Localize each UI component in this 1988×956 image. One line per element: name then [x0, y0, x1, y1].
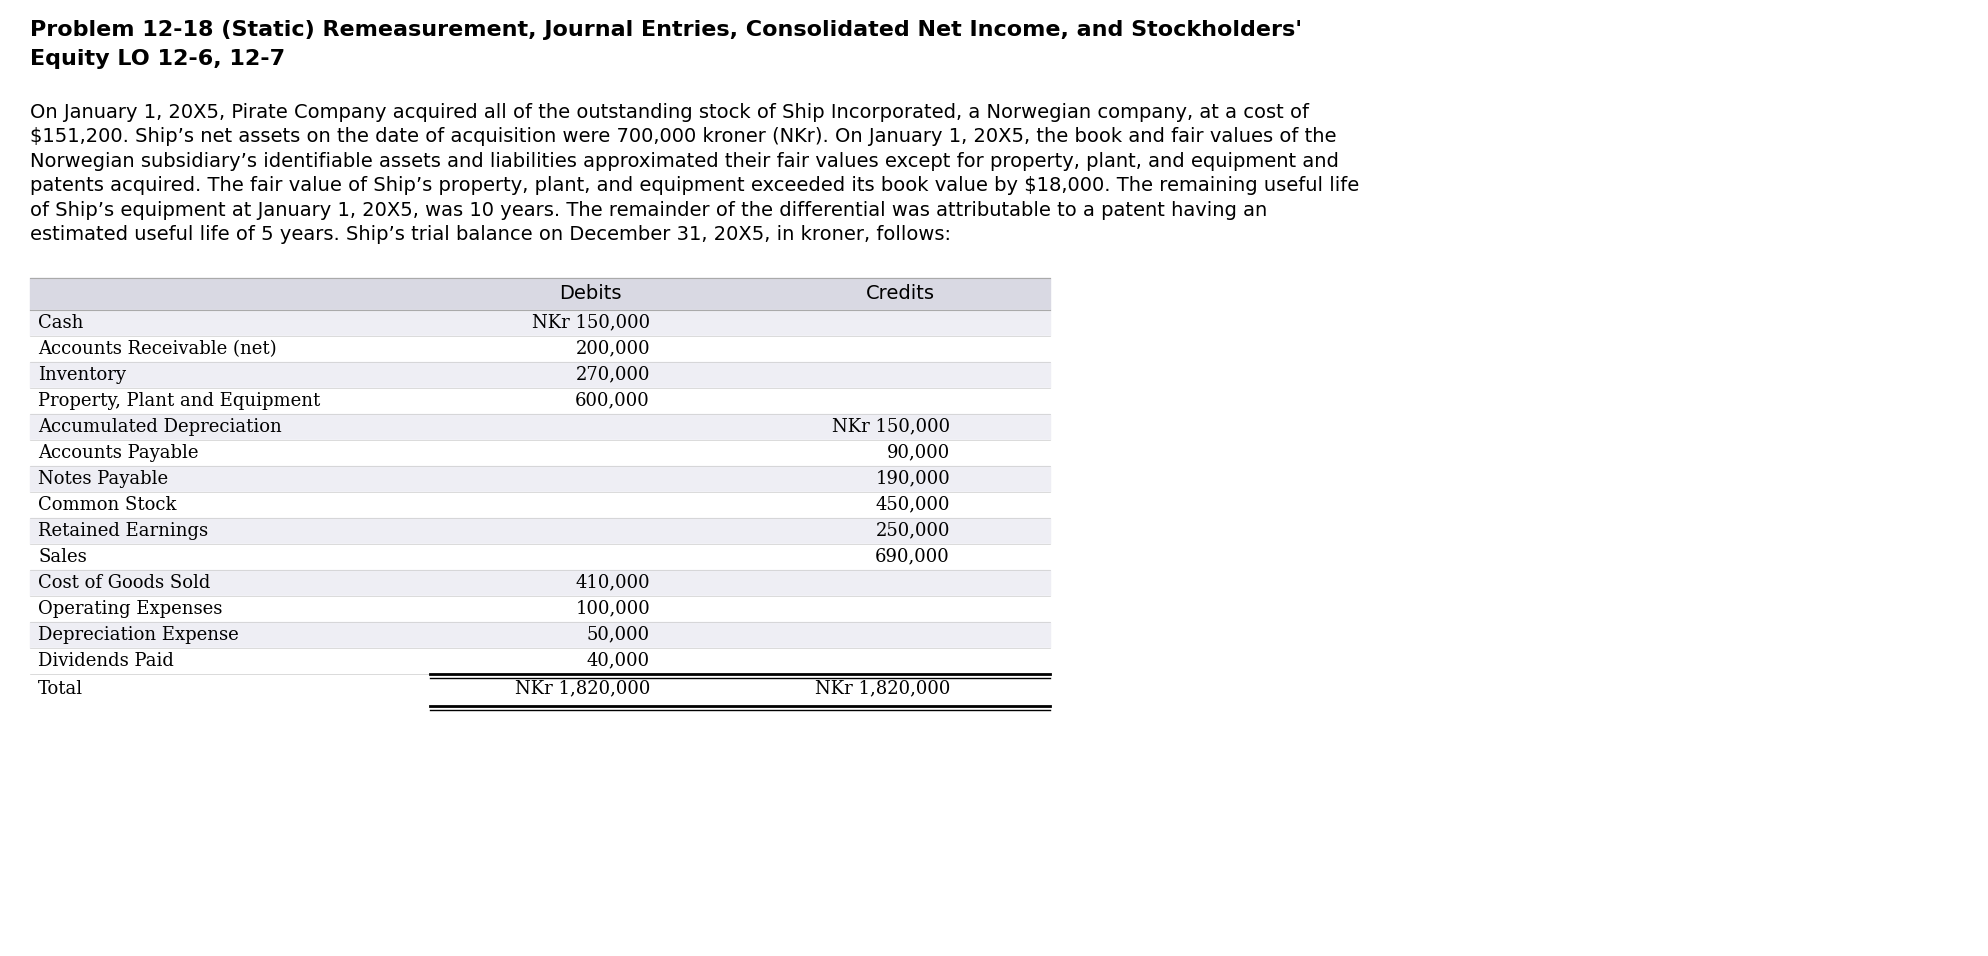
Text: Inventory: Inventory	[38, 366, 125, 383]
Text: Problem 12-18 (Static) Remeasurement, Journal Entries, Consolidated Net Income, : Problem 12-18 (Static) Remeasurement, Jo…	[30, 20, 1302, 40]
Text: 410,000: 410,000	[575, 574, 650, 592]
Bar	[30, 491, 1050, 518]
Text: 100,000: 100,000	[575, 599, 650, 618]
Bar	[30, 621, 1050, 648]
Text: Credits: Credits	[865, 284, 934, 303]
Text: 50,000: 50,000	[586, 625, 650, 643]
Bar	[30, 361, 1050, 388]
Bar	[30, 570, 1050, 596]
Bar	[30, 277, 1050, 310]
Text: NKr 150,000: NKr 150,000	[533, 314, 650, 332]
Text: Sales: Sales	[38, 548, 87, 566]
Text: NKr 1,820,000: NKr 1,820,000	[515, 680, 650, 698]
Text: 40,000: 40,000	[586, 652, 650, 670]
Text: Equity LO 12-6, 12-7: Equity LO 12-6, 12-7	[30, 49, 284, 69]
Bar	[30, 596, 1050, 621]
Text: Debits: Debits	[559, 284, 620, 303]
Text: Common Stock: Common Stock	[38, 496, 177, 513]
Bar	[30, 388, 1050, 414]
Bar	[30, 310, 1050, 336]
Text: 200,000: 200,000	[575, 339, 650, 358]
Text: Depreciation Expense: Depreciation Expense	[38, 625, 239, 643]
Text: NKr 1,820,000: NKr 1,820,000	[815, 680, 950, 698]
Bar	[30, 466, 1050, 491]
Text: Norwegian subsidiary’s identifiable assets and liabilities approximated their fa: Norwegian subsidiary’s identifiable asse…	[30, 152, 1338, 171]
Text: 270,000: 270,000	[575, 366, 650, 383]
Bar	[30, 414, 1050, 440]
Text: NKr 150,000: NKr 150,000	[831, 418, 950, 436]
Text: Total: Total	[38, 680, 83, 698]
Text: 90,000: 90,000	[887, 444, 950, 462]
Text: 600,000: 600,000	[575, 392, 650, 410]
Bar	[30, 544, 1050, 570]
Text: Dividends Paid: Dividends Paid	[38, 652, 173, 670]
Text: Accounts Receivable (net): Accounts Receivable (net)	[38, 339, 276, 358]
Text: Retained Earnings: Retained Earnings	[38, 522, 209, 540]
Text: 250,000: 250,000	[875, 522, 950, 540]
Bar	[30, 648, 1050, 674]
Text: Accumulated Depreciation: Accumulated Depreciation	[38, 418, 282, 436]
Text: Cost of Goods Sold: Cost of Goods Sold	[38, 574, 211, 592]
Text: Notes Payable: Notes Payable	[38, 469, 169, 488]
Text: patents acquired. The fair value of Ship’s property, plant, and equipment exceed: patents acquired. The fair value of Ship…	[30, 176, 1360, 195]
Bar	[30, 674, 1050, 704]
Text: Accounts Payable: Accounts Payable	[38, 444, 199, 462]
Text: of Ship’s equipment at January 1, 20X5, was 10 years. The remainder of the diffe: of Ship’s equipment at January 1, 20X5, …	[30, 201, 1266, 220]
Text: 450,000: 450,000	[875, 496, 950, 513]
Text: Property, Plant and Equipment: Property, Plant and Equipment	[38, 392, 320, 410]
Text: 690,000: 690,000	[875, 548, 950, 566]
Text: estimated useful life of 5 years. Ship’s trial balance on December 31, 20X5, in : estimated useful life of 5 years. Ship’s…	[30, 226, 950, 244]
Text: Operating Expenses: Operating Expenses	[38, 599, 223, 618]
Text: On January 1, 20X5, Pirate Company acquired all of the outstanding stock of Ship: On January 1, 20X5, Pirate Company acqui…	[30, 102, 1308, 121]
Bar	[30, 336, 1050, 361]
Text: 190,000: 190,000	[875, 469, 950, 488]
Bar	[30, 518, 1050, 544]
Bar	[30, 440, 1050, 466]
Text: Cash: Cash	[38, 314, 83, 332]
Text: $151,200. Ship’s net assets on the date of acquisition were 700,000 kroner (NKr): $151,200. Ship’s net assets on the date …	[30, 127, 1336, 146]
